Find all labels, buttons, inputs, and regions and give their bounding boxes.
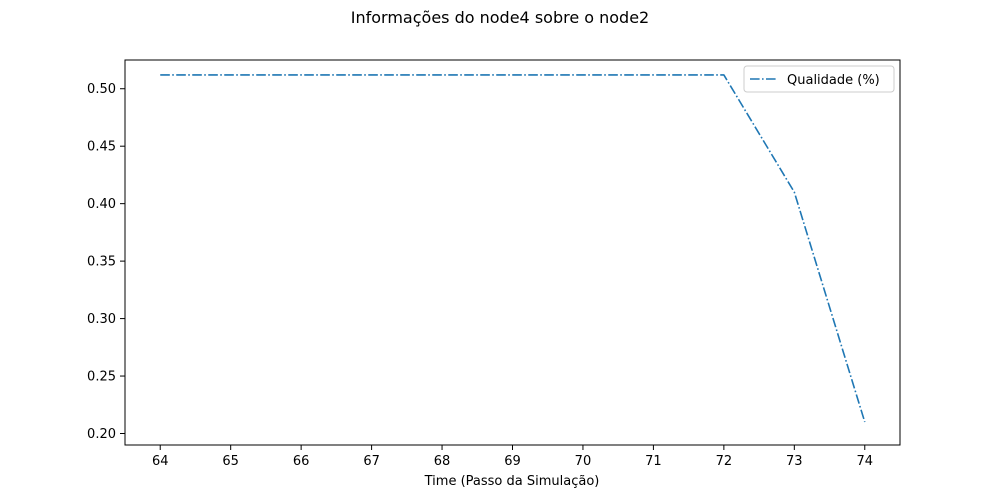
chart-title: Informações do node4 sobre o node2 xyxy=(351,8,649,27)
y-tick-label: 0.35 xyxy=(87,255,116,270)
x-tick-label: 69 xyxy=(504,454,521,469)
x-tick-label: 66 xyxy=(293,454,310,469)
plot-area xyxy=(160,74,866,423)
x-tick-label: 71 xyxy=(645,454,662,469)
axes: 64 65 66 67 68 69 70 71 72 73 74 0.20 0.25 0.30 0.35 0.… xyxy=(87,59,901,469)
y-tick-label: 0.20 xyxy=(87,427,116,442)
legend-box xyxy=(743,65,895,93)
x-tick-label: 67 xyxy=(363,454,380,469)
legend: Qualidade (%) xyxy=(743,65,895,93)
series-line-0 xyxy=(160,74,866,423)
y-tick-label: 0.25 xyxy=(87,370,116,385)
x-tick-label: 70 xyxy=(575,454,592,469)
x-tick-label: 73 xyxy=(786,454,803,469)
x-tick-label: 72 xyxy=(716,454,733,469)
x-tick-label: 74 xyxy=(856,454,873,469)
x-tick-label: 68 xyxy=(434,454,451,469)
y-tick-label: 0.30 xyxy=(87,312,116,327)
x-axis-label: Time (Passo da Simulação) xyxy=(424,474,600,489)
y-tick-label: 0.50 xyxy=(87,82,116,97)
y-tick-label: 0.40 xyxy=(87,197,116,212)
x-tick-label: 64 xyxy=(152,454,169,469)
legend-label: Qualidade (%) xyxy=(787,73,880,88)
x-tick-label: 65 xyxy=(222,454,239,469)
y-tick-label: 0.45 xyxy=(87,140,116,155)
